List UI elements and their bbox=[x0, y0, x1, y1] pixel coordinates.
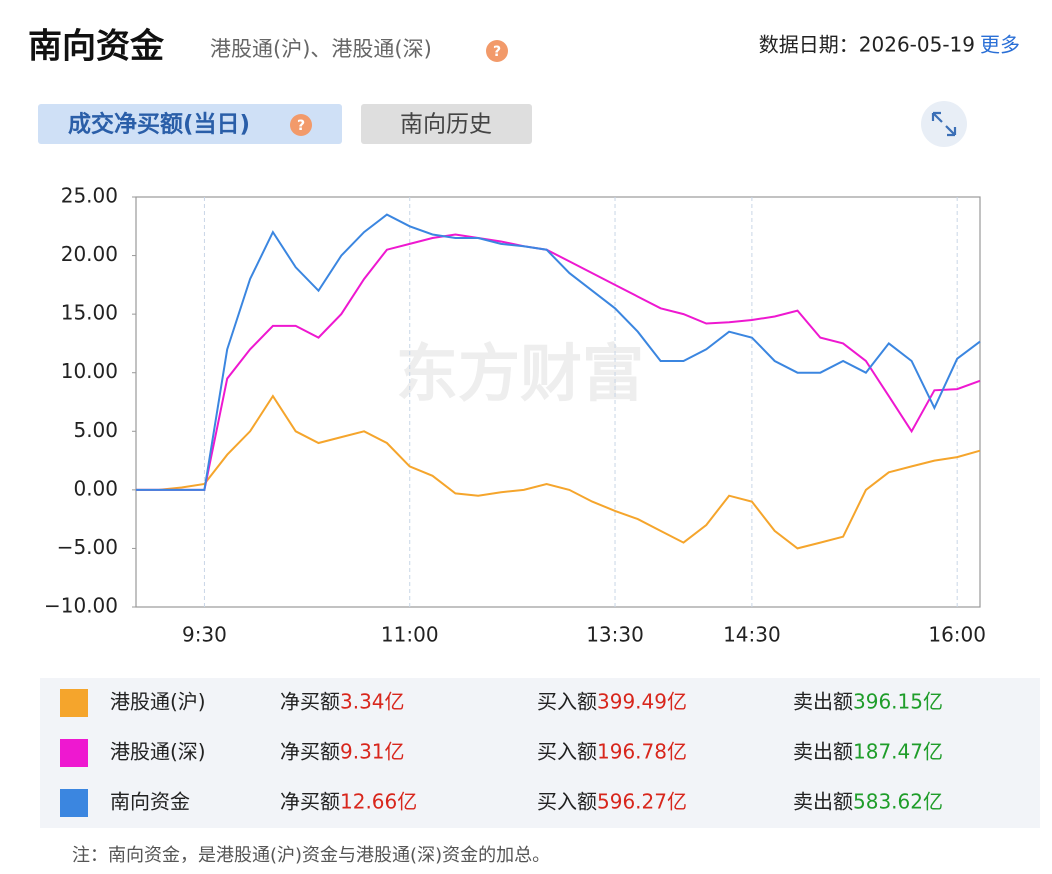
field-label: 净买额 bbox=[280, 690, 340, 714]
legend-swatch bbox=[60, 739, 88, 767]
y-tick-label: 0.00 bbox=[73, 476, 118, 500]
y-tick-label: 5.00 bbox=[73, 418, 118, 442]
series-line bbox=[136, 233, 981, 491]
x-tick-label: 9:30 bbox=[182, 623, 227, 647]
date: 数据日期：2026-05-19 bbox=[759, 33, 975, 57]
tab[interactable] bbox=[361, 104, 532, 144]
x-tick-label: 13:30 bbox=[586, 623, 644, 647]
y-tick-label: 15.00 bbox=[61, 301, 118, 325]
field-label: 净买额 bbox=[280, 790, 340, 814]
help-mark: ? bbox=[493, 44, 501, 60]
field-value: 196.78亿 bbox=[597, 740, 687, 764]
y-tick-label: 25.00 bbox=[61, 184, 118, 208]
help-mark: ? bbox=[297, 118, 305, 134]
field-label: 买入额 bbox=[537, 690, 597, 714]
subtitle: 港股通(沪)、港股通(深) bbox=[210, 37, 432, 61]
tab-label: 南向历史 bbox=[400, 112, 492, 138]
field-value: 187.47亿 bbox=[853, 740, 943, 764]
field-label: 卖出额 bbox=[793, 690, 853, 714]
plot-area bbox=[135, 196, 981, 608]
y-tick-label: −5.00 bbox=[57, 535, 118, 559]
y-tick-label: −10.00 bbox=[44, 594, 118, 618]
field-value: 399.49亿 bbox=[597, 690, 687, 714]
field-value: 396.15亿 bbox=[853, 690, 943, 714]
y-tick-label: 10.00 bbox=[61, 359, 118, 383]
x-tick-label: 16:00 bbox=[928, 623, 986, 647]
x-tick-label: 11:00 bbox=[381, 623, 439, 647]
field-value: 583.62亿 bbox=[853, 790, 943, 814]
legend-label: 港股通(沪) bbox=[110, 690, 206, 714]
field-label: 买入额 bbox=[537, 790, 597, 814]
expand-button[interactable] bbox=[921, 101, 967, 147]
field-label: 买入额 bbox=[537, 740, 597, 764]
tab-label: 成交净买额(当日) bbox=[68, 111, 250, 138]
watermark: 东方财富 bbox=[396, 337, 644, 410]
help-icon[interactable] bbox=[486, 40, 508, 62]
field-label: 净买额 bbox=[280, 740, 340, 764]
summary-table bbox=[40, 678, 1040, 828]
field-label: 卖出额 bbox=[793, 790, 853, 814]
legend-swatch bbox=[60, 789, 88, 817]
help-icon[interactable] bbox=[290, 114, 312, 136]
field-value: 9.31亿 bbox=[340, 740, 405, 764]
more-link[interactable]: 更多 bbox=[980, 33, 1020, 57]
legend-swatch bbox=[60, 689, 88, 717]
field-value: 3.34亿 bbox=[340, 690, 405, 714]
expand-icon bbox=[931, 111, 957, 137]
x-tick-label: 14:30 bbox=[723, 623, 781, 647]
field-label: 卖出额 bbox=[793, 740, 853, 764]
field-value: 12.66亿 bbox=[340, 790, 417, 814]
series-line bbox=[136, 213, 981, 491]
note: 注：南向资金，是港股通(沪)资金与港股通(深)资金的加总。 bbox=[72, 845, 550, 866]
series-line bbox=[136, 394, 981, 550]
title: 南向资金 bbox=[28, 27, 165, 67]
field-value: 596.27亿 bbox=[597, 790, 687, 814]
tab-active[interactable] bbox=[38, 104, 342, 144]
y-tick-label: 20.00 bbox=[61, 242, 118, 266]
legend-label: 港股通(深) bbox=[110, 740, 206, 764]
legend-label: 南向资金 bbox=[110, 790, 190, 814]
